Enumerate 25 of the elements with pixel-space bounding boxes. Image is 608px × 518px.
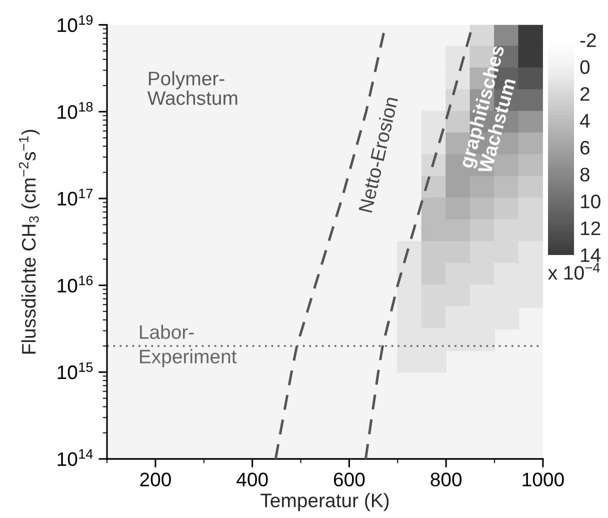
- y-tick-label: 10$^{15}$: [58, 362, 93, 380]
- color-bar-label: 2: [580, 87, 590, 101]
- color-bar-title: x 10$^{−4}$: [548, 262, 600, 280]
- color-bar-label: 12: [580, 221, 600, 236]
- y-tick-label: 10$^{19}$: [58, 15, 93, 32]
- y-axis-title: Flussdichte CH$_{3}$ (cm$^{−2}$s$^{−1}$): [18, 130, 40, 354]
- annotation: Polymer- Wachstum: [147, 71, 238, 105]
- color-bar-label: 6: [580, 140, 590, 155]
- color-bar-label: 8: [580, 168, 590, 182]
- color-bar-label: -2: [580, 33, 596, 47]
- y-tick-label: 10$^{14}$: [58, 449, 93, 466]
- x-tick-label: 800: [430, 472, 462, 486]
- x-axis-title: Temperatur (K): [260, 493, 389, 512]
- y-tick-label: 10$^{18}$: [58, 102, 93, 119]
- x-tick-label: 200: [140, 472, 171, 486]
- color-bar-label: 4: [580, 114, 590, 128]
- y-tick-label: 10$^{16}$: [58, 276, 93, 293]
- color-bar-label: 10: [580, 194, 600, 208]
- color-bar-label: 14: [580, 248, 601, 262]
- x-tick-label: 400: [236, 472, 268, 486]
- color-bar-label: 0: [580, 60, 590, 74]
- ref-line-label: Labor- Experiment: [140, 324, 237, 368]
- x-tick-label: 1000: [522, 472, 564, 486]
- y-tick-label: 10$^{17}$: [58, 188, 93, 206]
- x-tick-label: 600: [334, 472, 365, 486]
